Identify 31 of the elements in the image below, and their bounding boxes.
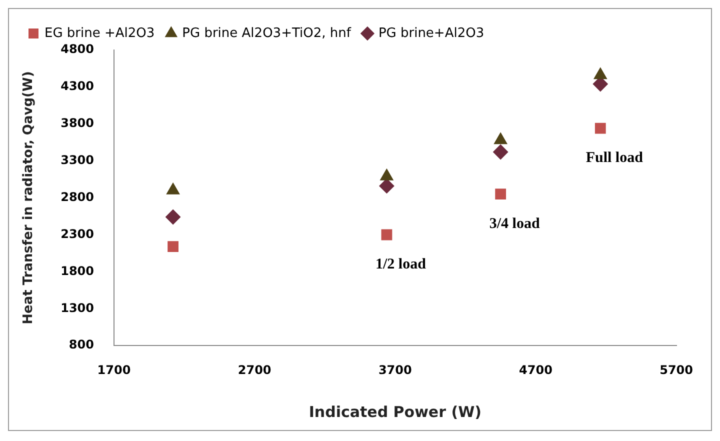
x-tick-label: 2700 (238, 362, 272, 377)
point (594, 122, 606, 134)
point (379, 178, 394, 194)
point (381, 229, 392, 240)
point (494, 132, 508, 144)
x-tick-label: 4700 (519, 362, 552, 377)
y-tick-label: 2300 (60, 226, 94, 241)
y-tick-label: 4300 (60, 79, 94, 94)
x-tick-label: 5700 (660, 362, 694, 377)
y-tick-label: 2800 (60, 190, 94, 204)
y-tick-label: 1800 (60, 264, 94, 278)
x-axis-title: Indicated Power (W) (308, 402, 482, 421)
y-tick-label: 4800 (60, 42, 94, 56)
y-tick-label: 1300 (60, 300, 94, 315)
annotation: 1/2 load (375, 256, 427, 273)
annotation: 3/4 load (489, 216, 540, 232)
legend-label: PG brine+Al2O3 (378, 26, 484, 41)
y-tick-label: 3300 (60, 152, 94, 167)
point (594, 68, 607, 80)
x-tick-label: 1700 (97, 362, 131, 377)
point (495, 188, 506, 200)
legend-label: PG brine Al2O3+TiO2, hnf (182, 26, 352, 41)
x-tick-label: 3700 (378, 362, 412, 377)
annotation: Full load (586, 150, 644, 166)
y-axis-title: Heat Transfer in radiator, Qavg(W) (21, 71, 36, 324)
y-tick-label: 3800 (60, 116, 94, 130)
point (166, 210, 181, 225)
legend-label: EG brine +Al2O3 (44, 26, 155, 41)
point (168, 241, 178, 252)
point (493, 144, 508, 160)
y-tick-label: 800 (68, 338, 94, 352)
